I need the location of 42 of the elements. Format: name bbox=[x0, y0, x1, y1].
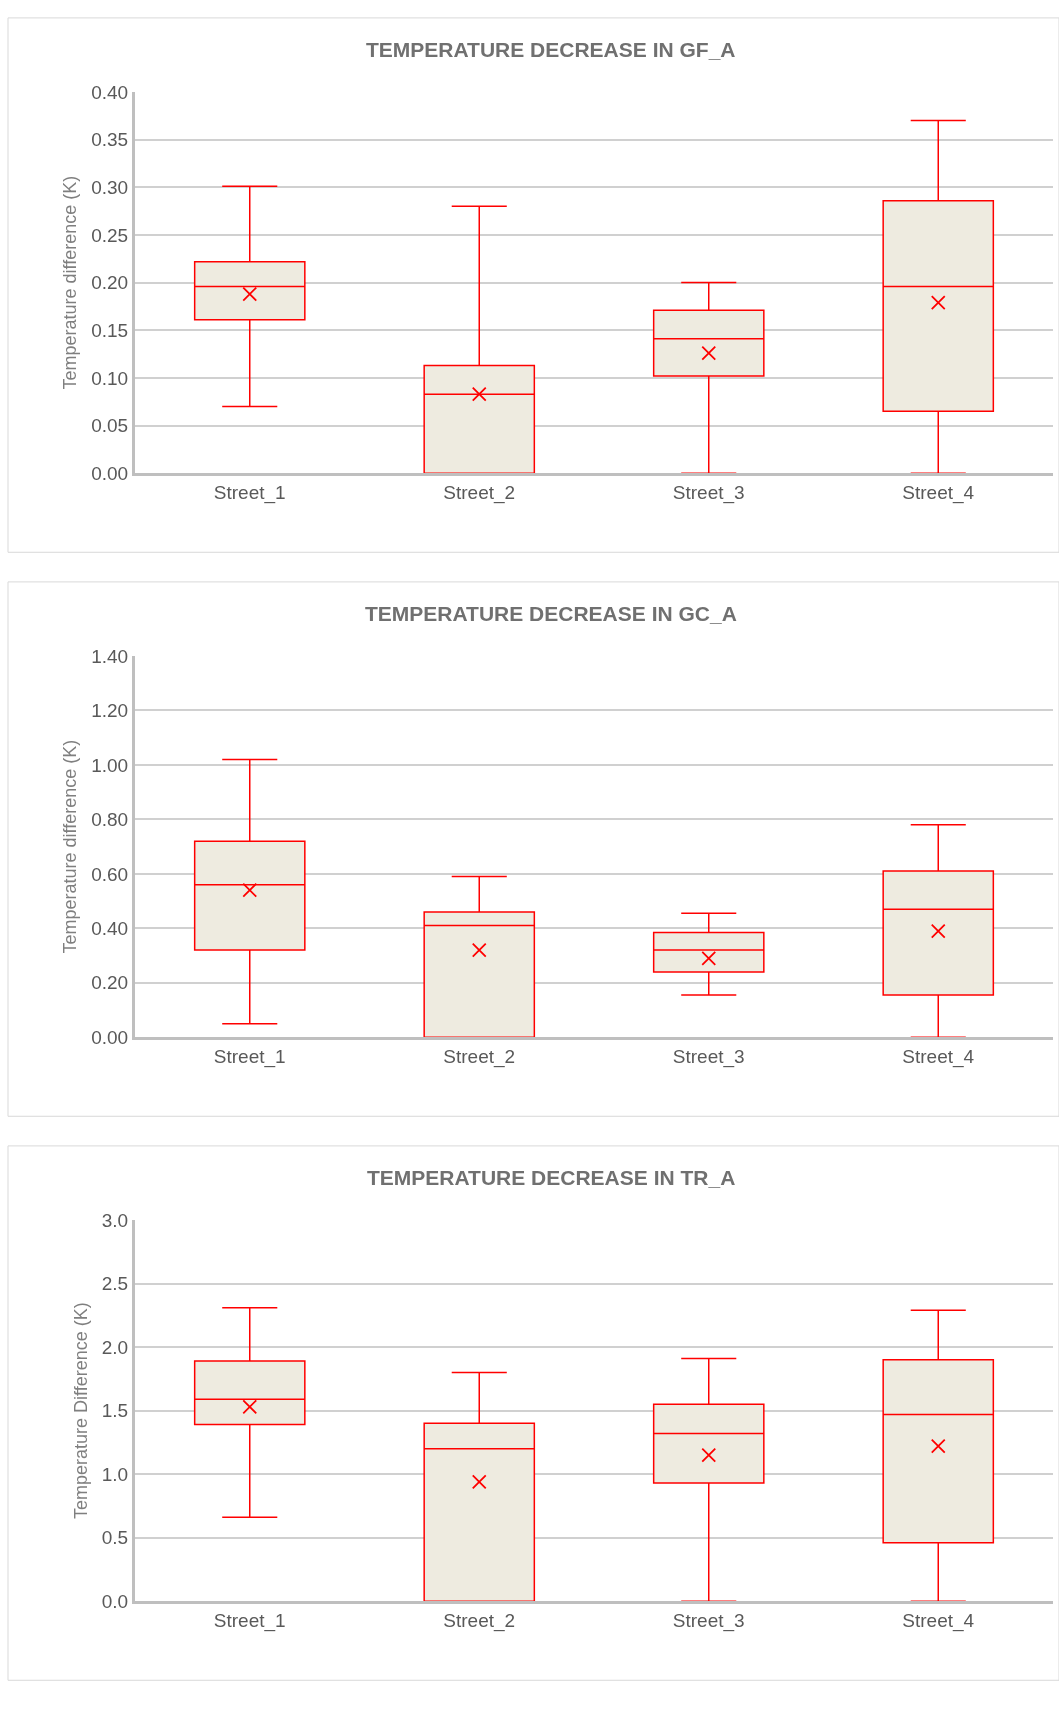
y-tick-label: 0.25 bbox=[91, 224, 129, 246]
y-tick-label: 0.40 bbox=[91, 81, 129, 103]
y-tick-label: 0.00 bbox=[91, 1026, 129, 1048]
x-tick-label: Street_4 bbox=[902, 1046, 975, 1069]
x-tick-label: Street_3 bbox=[672, 1046, 745, 1069]
x-tick-label: Street_3 bbox=[672, 1610, 745, 1633]
y-tick-label: 1.20 bbox=[91, 700, 129, 722]
x-tick-label: Street_4 bbox=[902, 482, 975, 505]
x-tick-label: Street_3 bbox=[672, 482, 745, 505]
y-tick-label: 1.00 bbox=[91, 754, 129, 776]
y-tick-label: 2.0 bbox=[101, 1336, 129, 1358]
y-axis-title: Temperature Difference (K) bbox=[70, 1302, 91, 1519]
x-tick-label: Street_1 bbox=[213, 1046, 286, 1069]
y-axis-title: Temperature difference (K) bbox=[60, 175, 81, 390]
y-tick-label: 0.80 bbox=[91, 809, 129, 831]
y-tick-label: 0.5 bbox=[101, 1527, 129, 1549]
x-tick-label: Street_1 bbox=[213, 1610, 286, 1633]
y-tick-label: 3.0 bbox=[101, 1209, 129, 1231]
y-axis-title: Temperature difference (K) bbox=[60, 739, 81, 954]
chart-title: TEMPERATURE DECREASE IN GF_A bbox=[366, 38, 736, 61]
x-tick-label: Street_2 bbox=[443, 1046, 516, 1069]
y-tick-label: 0.40 bbox=[91, 917, 129, 939]
chart-title: TEMPERATURE DECREASE IN TR_A bbox=[367, 1166, 736, 1189]
y-tick-label: 0.15 bbox=[91, 319, 129, 341]
y-tick-label: 0.20 bbox=[91, 272, 129, 294]
x-tick-label: Street_1 bbox=[213, 482, 286, 505]
x-tick-label: Street_2 bbox=[443, 1610, 516, 1633]
y-tick-label: 0.0 bbox=[101, 1590, 129, 1612]
y-tick-label: 1.5 bbox=[101, 1400, 129, 1422]
y-tick-label: 0.00 bbox=[91, 462, 129, 484]
y-tick-label: 1.40 bbox=[91, 645, 129, 667]
y-tick-label: 0.35 bbox=[91, 129, 129, 151]
y-tick-label: 2.5 bbox=[101, 1273, 129, 1295]
x-tick-label: Street_2 bbox=[443, 482, 516, 505]
y-tick-label: 0.05 bbox=[91, 415, 129, 437]
y-tick-label: 0.60 bbox=[91, 863, 129, 885]
y-tick-label: 0.20 bbox=[91, 972, 129, 994]
chart-title: TEMPERATURE DECREASE IN GC_A bbox=[365, 602, 737, 625]
x-tick-label: Street_4 bbox=[902, 1610, 975, 1633]
y-tick-label: 1.0 bbox=[101, 1463, 129, 1485]
y-tick-label: 0.10 bbox=[91, 367, 129, 389]
y-tick-label: 0.30 bbox=[91, 176, 129, 198]
